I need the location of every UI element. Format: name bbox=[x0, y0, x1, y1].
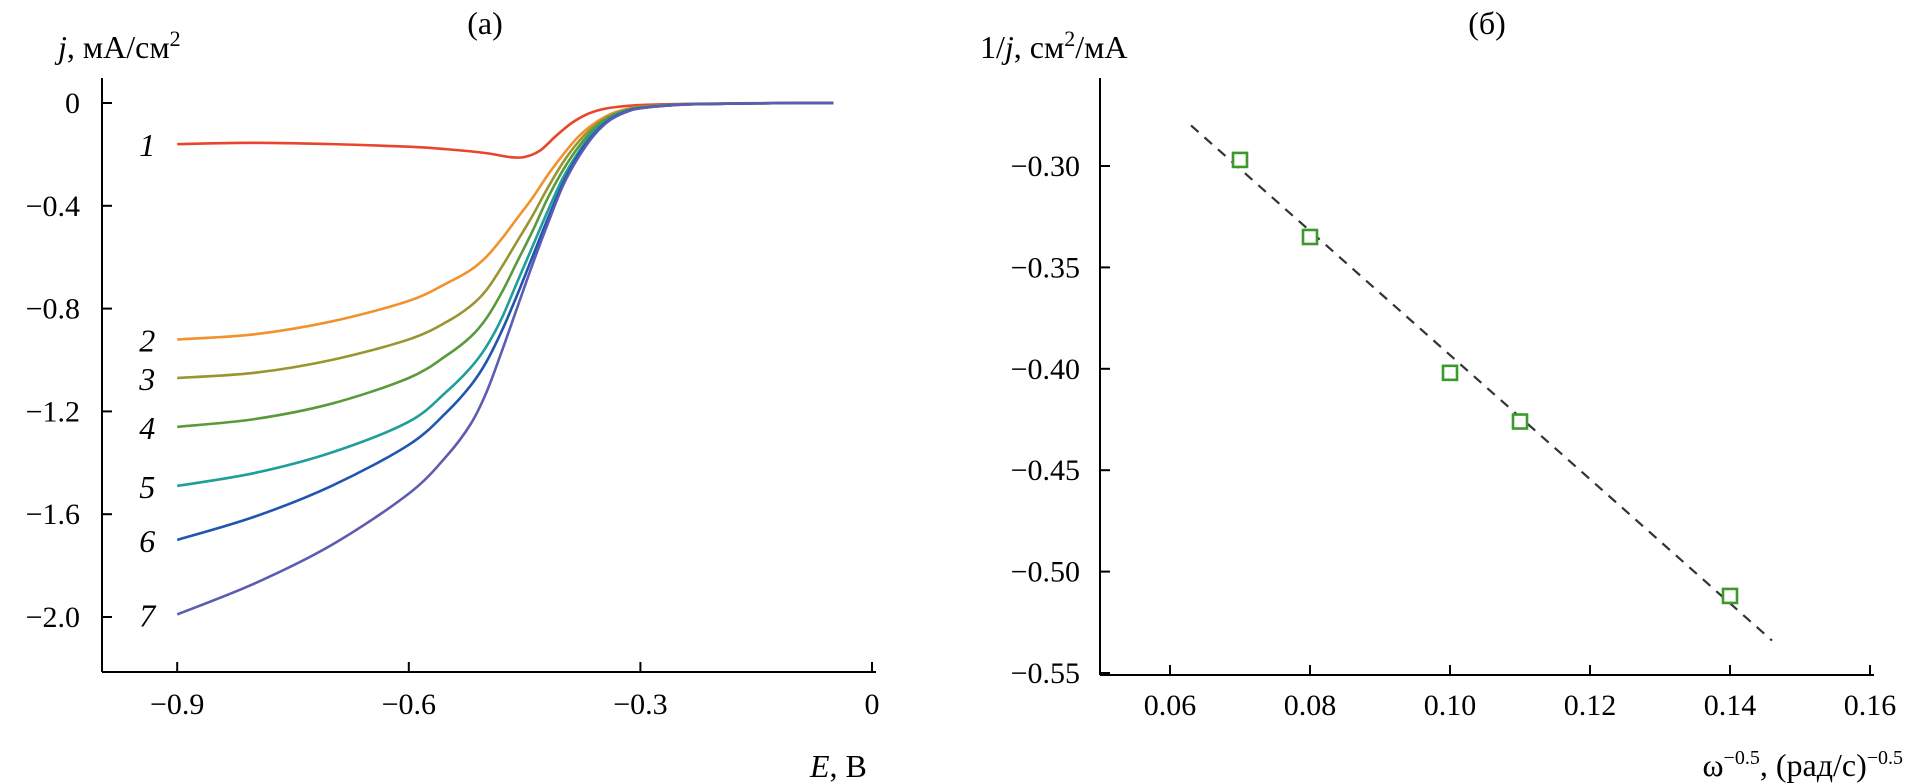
fit-line bbox=[1190, 124, 1773, 642]
panel-b-xtick-label: 0.08 bbox=[1284, 689, 1337, 722]
panel-b-ytick-label: −0.50 bbox=[1011, 556, 1080, 589]
curve-2 bbox=[177, 101, 834, 341]
curve-6 bbox=[176, 101, 834, 542]
curve-4 bbox=[177, 101, 834, 429]
data-point bbox=[1721, 587, 1739, 605]
panel-a-ytick-label: −0.4 bbox=[26, 190, 80, 223]
curve-label-2: 2 bbox=[139, 322, 155, 358]
panel-b-xtick-label: 0.12 bbox=[1564, 689, 1617, 722]
panel-a: (а) j, мА/см2 E, В −0.9 −0.6 −0.3 0 0 −0.4 −0.… bbox=[26, 5, 880, 784]
panel-b-xtick-label: 0.16 bbox=[1844, 689, 1897, 722]
panel-b-ytick-label: −0.40 bbox=[1011, 353, 1080, 386]
curve-5 bbox=[176, 101, 834, 488]
data-point bbox=[1511, 413, 1529, 430]
curve-label-3: 3 bbox=[138, 361, 155, 397]
panel-a-ytick-label: −0.8 bbox=[26, 293, 80, 326]
panel-b-title: (б) bbox=[1468, 5, 1506, 41]
panel-b-ytick-label: −0.55 bbox=[1011, 657, 1080, 690]
panel-b-ytick-label: −0.35 bbox=[1011, 251, 1080, 284]
panel-b-ytick-label: −0.30 bbox=[1011, 150, 1080, 183]
panel-a-title: (а) bbox=[467, 5, 503, 41]
panel-a-ytick-label: −1.6 bbox=[26, 498, 80, 531]
panel-b-xtick-label: 0.10 bbox=[1424, 689, 1477, 722]
panel-a-ytick-label: 0 bbox=[65, 87, 80, 120]
panel-b-xlabel: ω−0.5, (рад/с)−0.5 bbox=[1702, 747, 1903, 783]
panel-b-xtick-label: 0.14 bbox=[1704, 689, 1757, 722]
panel-a-ytick-label: −2.0 bbox=[26, 601, 80, 634]
panel-a-xtick-label: −0.9 bbox=[150, 688, 204, 721]
curve-label-4: 4 bbox=[139, 410, 155, 446]
curve-label-6: 6 bbox=[139, 523, 155, 559]
curve-label-7: 7 bbox=[139, 597, 157, 633]
panel-a-xtick-label: −0.3 bbox=[613, 688, 667, 721]
panel-b: (б) 1/j, см2/мА ω−0.5, (рад/с)−0.5 0.06 0… bbox=[980, 5, 1903, 783]
panel-a-xtick-label: 0 bbox=[865, 688, 880, 721]
data-point bbox=[1301, 228, 1319, 246]
panel-b-ylabel: 1/j, см2/мА bbox=[980, 26, 1127, 65]
panel-b-xtick-label: 0.06 bbox=[1144, 689, 1197, 722]
panel-b-ytick-label: −0.45 bbox=[1011, 454, 1080, 487]
curve-7 bbox=[176, 101, 834, 616]
panel-a-ylabel: j, мА/см2 bbox=[54, 26, 181, 65]
data-point bbox=[1441, 364, 1459, 382]
data-point bbox=[1231, 151, 1249, 169]
panel-a-xlabel: E, В bbox=[809, 748, 867, 784]
curve-1 bbox=[177, 101, 834, 159]
curve-label-1: 1 bbox=[139, 127, 155, 163]
panel-a-ytick-label: −1.2 bbox=[26, 395, 80, 428]
panel-a-xtick-label: −0.6 bbox=[382, 688, 436, 721]
curve-label-5: 5 bbox=[139, 469, 155, 505]
